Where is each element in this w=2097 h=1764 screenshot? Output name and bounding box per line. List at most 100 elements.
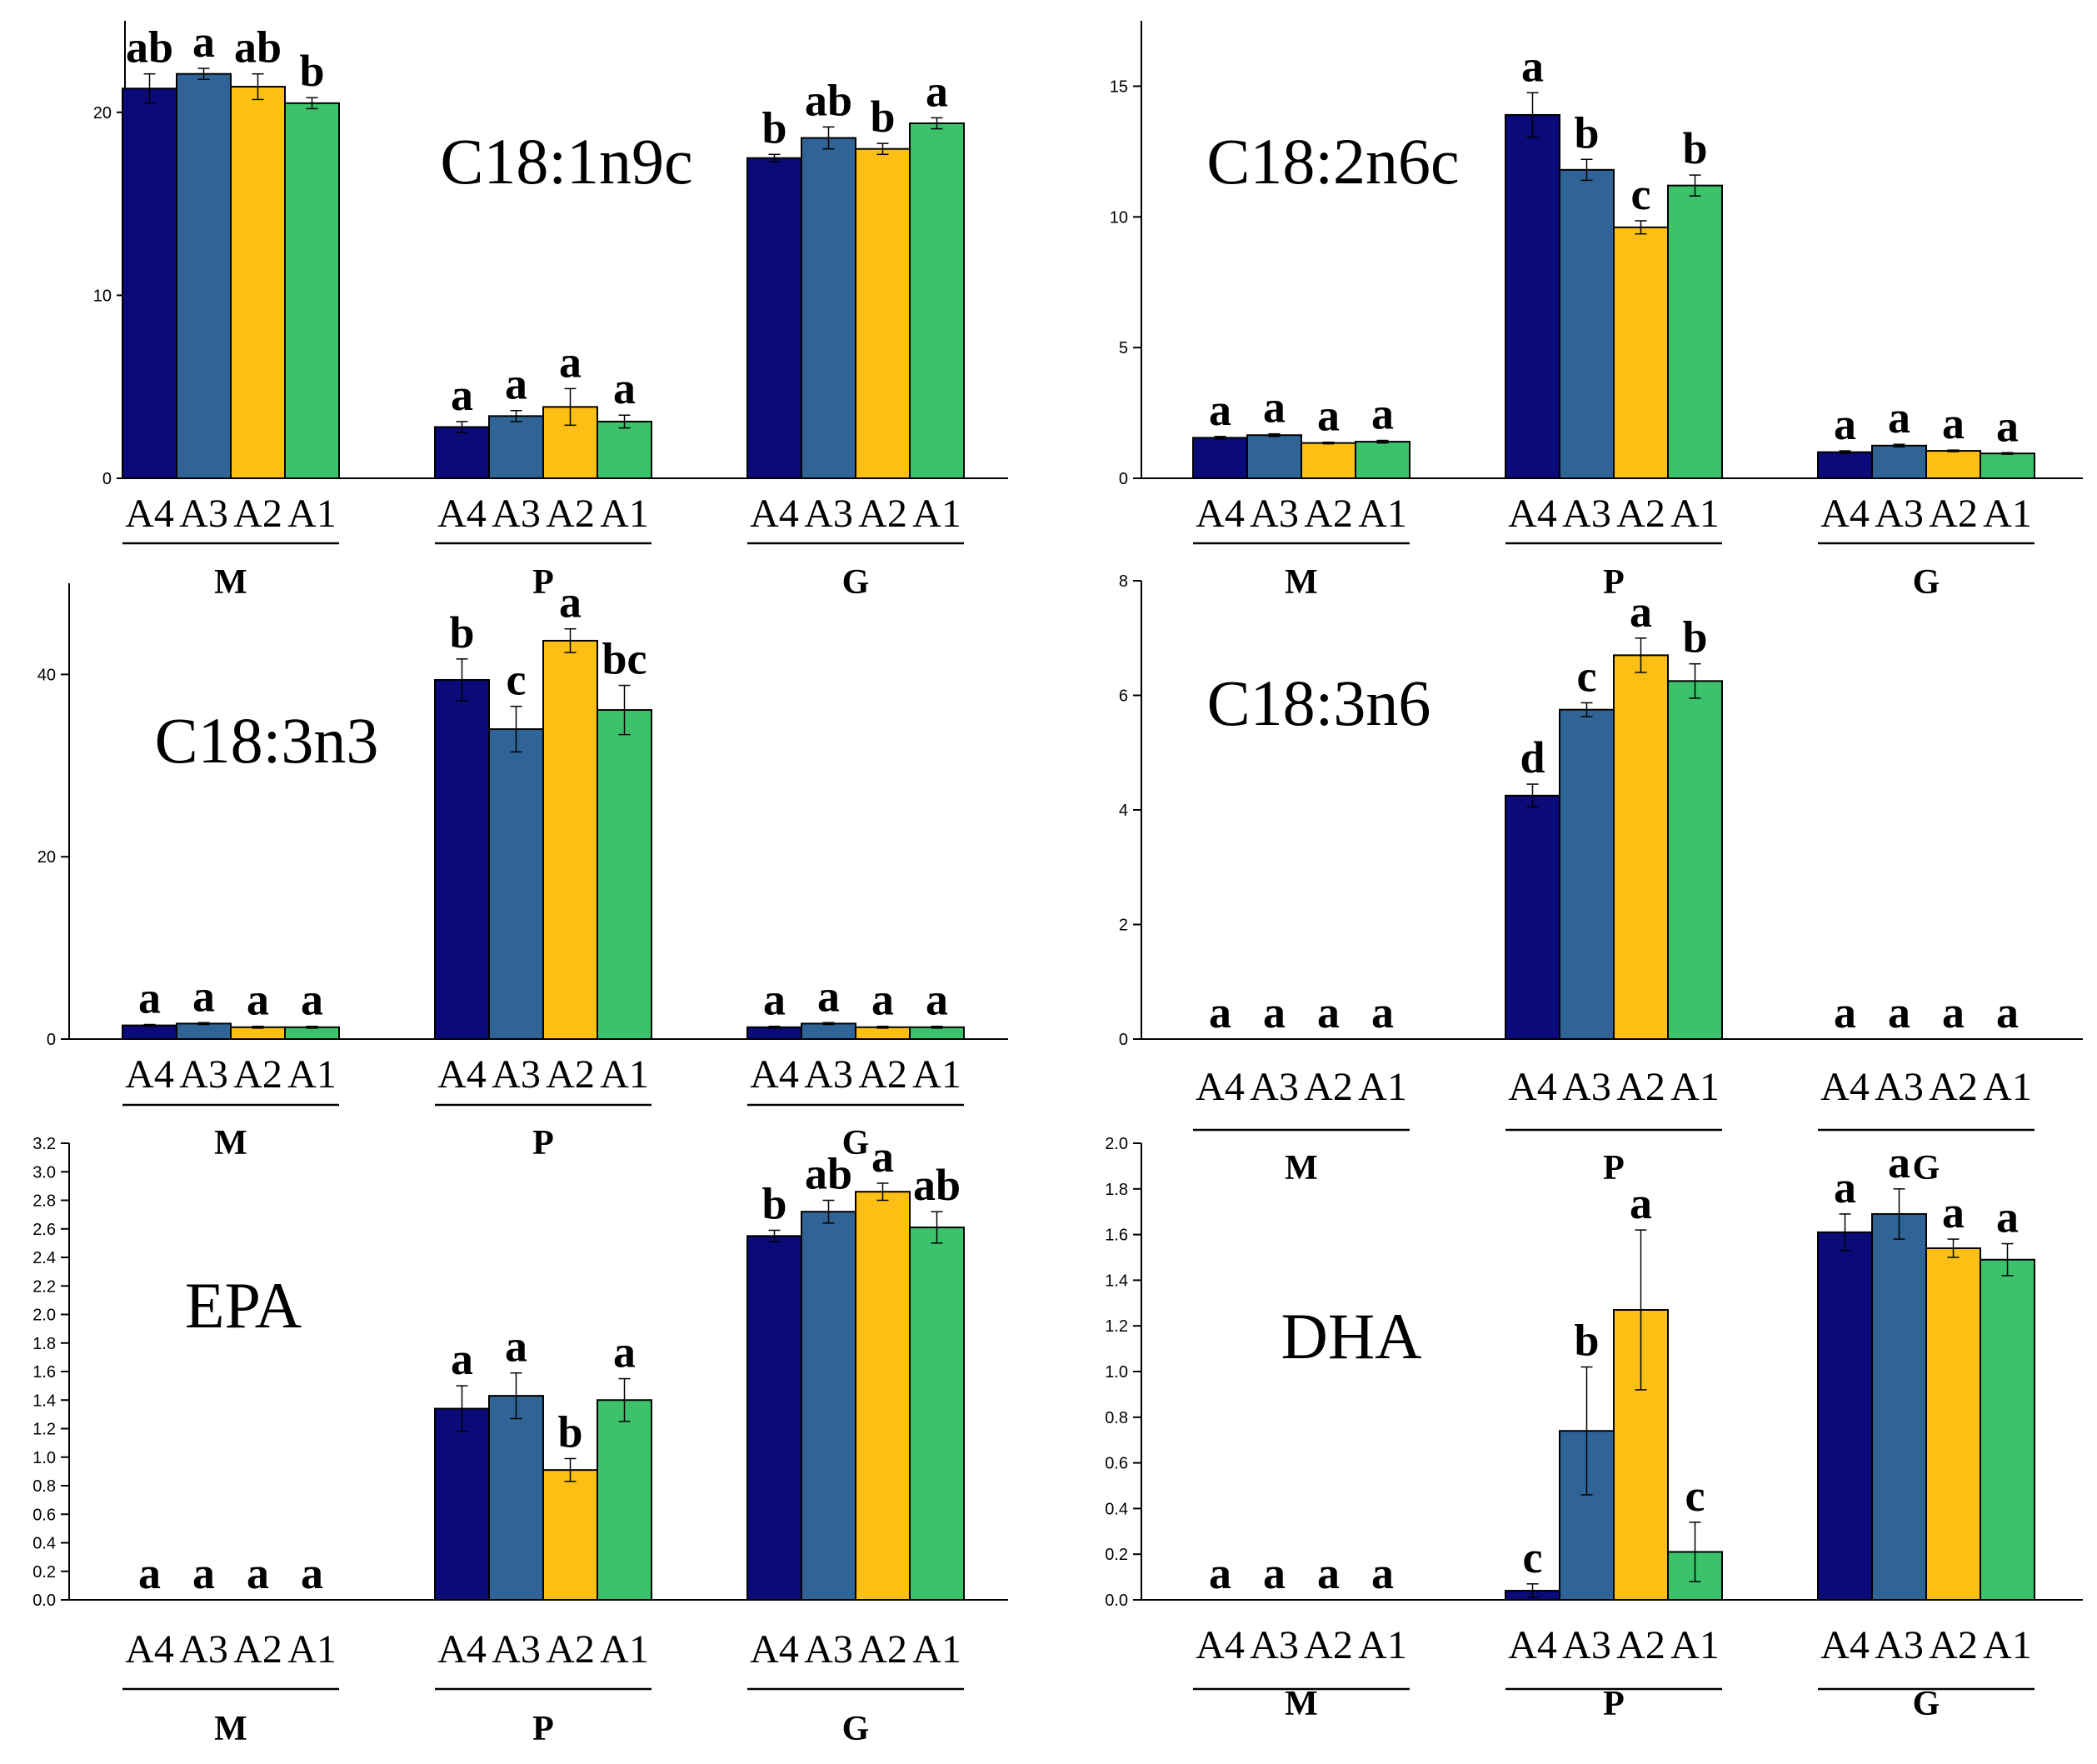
category-label: A3 [1250,1065,1299,1109]
category-label: A4 [1196,1065,1245,1109]
category-label: A1 [600,1627,649,1672]
significance-letter: a [192,17,215,67]
significance-letter: a [559,337,582,387]
bar-A2 [1925,1247,1981,1602]
category-label: A3 [1250,1623,1299,1667]
significance-letter: a [871,975,894,1025]
significance-letter: a [1996,401,2019,451]
significance-letter: a [1371,389,1394,439]
bar-A3 [1559,168,1615,479]
significance-letter: a [1942,987,1965,1037]
bar-A4 [1505,794,1560,1040]
bar-A4 [1505,113,1560,480]
y-tick-label: 1.4 [1105,1272,1128,1290]
bar-A2 [542,639,598,1040]
bar-A1 [1667,680,1723,1040]
group-label: G [1913,563,1940,602]
y-tick-label: 0.0 [1105,1592,1128,1610]
significance-letter: a [1942,1187,1965,1237]
significance-letter: a [817,971,840,1021]
category-label: A1 [1670,1065,1720,1109]
category-label: A3 [804,1052,853,1097]
bar-A1 [597,709,652,1040]
significance-letter: a [1317,391,1340,441]
significance-letter: a [559,577,582,627]
category-label: A1 [600,492,649,536]
category-label: A1 [1983,1065,2032,1109]
significance-letter: a [1996,987,2019,1037]
category-label: A2 [1929,1623,1978,1667]
significance-letter: b [761,1178,786,1228]
y-tick-label: 0.0 [32,1592,56,1610]
y-tick-label: 0.8 [1105,1409,1128,1427]
y-tick-label: 0.2 [1105,1546,1128,1564]
y-tick-label: 0 [102,470,112,488]
category-label: A4 [750,1627,799,1672]
bar-A4 [1817,1231,1873,1601]
significance-letter: a [1834,399,1856,449]
bar-A2 [1925,450,1981,479]
significance-letter: a [926,975,948,1025]
significance-letter: bc [602,634,647,684]
bar-A2 [230,86,286,479]
significance-letter: a [1521,41,1544,91]
bar-A3 [176,1022,232,1040]
panel-title: C18:2n6c [1206,125,1459,197]
significance-letter: a [247,1548,269,1598]
significance-letter: a [1263,382,1286,432]
category-label: A2 [546,492,595,536]
bar-A1 [597,420,652,480]
significance-letter: a [1263,987,1286,1037]
bar-A4 [122,1024,177,1040]
category-label: A3 [1875,492,1924,536]
category-label: A2 [233,492,282,536]
category-label: A1 [912,1052,961,1097]
bar-A4 [122,87,177,479]
significance-letter: b [870,92,895,142]
bar-A2 [1613,654,1669,1040]
significance-letter: a [138,972,161,1022]
category-label: A2 [233,1052,282,1097]
panel-4: 0.0 0.2 0.4 0.6 0.8 1.0 1.2 1.4 1.6 1.8 2.0 2.2 2.4 2… [32,1132,1008,1748]
bar-A3 [488,1395,544,1602]
category-label: A3 [804,492,853,536]
group-label: M [214,1124,247,1162]
bar-A1 [909,1026,965,1040]
significance-letter: c [1577,651,1597,701]
significance-letter: a [1263,1548,1286,1598]
significance-letter: c [1523,1532,1543,1582]
significance-letter: a [301,1548,323,1598]
category-label: A4 [1820,1623,1870,1667]
bar-A4 [1192,437,1248,479]
category-label: A2 [1929,492,1978,536]
group-label: P [1603,1685,1625,1723]
significance-letter: b [1574,107,1599,157]
group-label: P [1603,1149,1625,1187]
category-label: A1 [912,1627,961,1672]
y-tick-label: 10 [93,287,112,305]
significance-letter: a [871,1132,894,1182]
y-tick-label: 0 [1119,470,1128,488]
y-tick-label: 2.6 [32,1221,56,1239]
bar-A3 [801,1211,856,1601]
significance-letter: a [1942,398,1965,448]
bar-A3 [1246,434,1302,479]
group-label: G [842,1710,870,1748]
panel-title: C18:3n3 [155,704,379,777]
category-label: A4 [437,1627,487,1672]
group-label: M [1285,1685,1318,1723]
bar-A1 [1355,441,1410,480]
category-label: A3 [492,1052,541,1097]
category-label: A4 [1820,492,1870,536]
category-label: A2 [1304,492,1353,536]
category-label: A2 [1616,1065,1665,1109]
group-label: M [214,1710,247,1748]
bar-A1 [284,102,340,479]
bar-A2 [855,147,911,479]
y-tick-label: 0.6 [1105,1455,1128,1473]
y-tick-label: 15 [1110,77,1128,96]
significance-letter: a [451,370,473,420]
category-label: A4 [1508,1623,1557,1667]
category-label: A3 [179,492,228,536]
y-tick-label: 1.0 [1105,1363,1128,1382]
